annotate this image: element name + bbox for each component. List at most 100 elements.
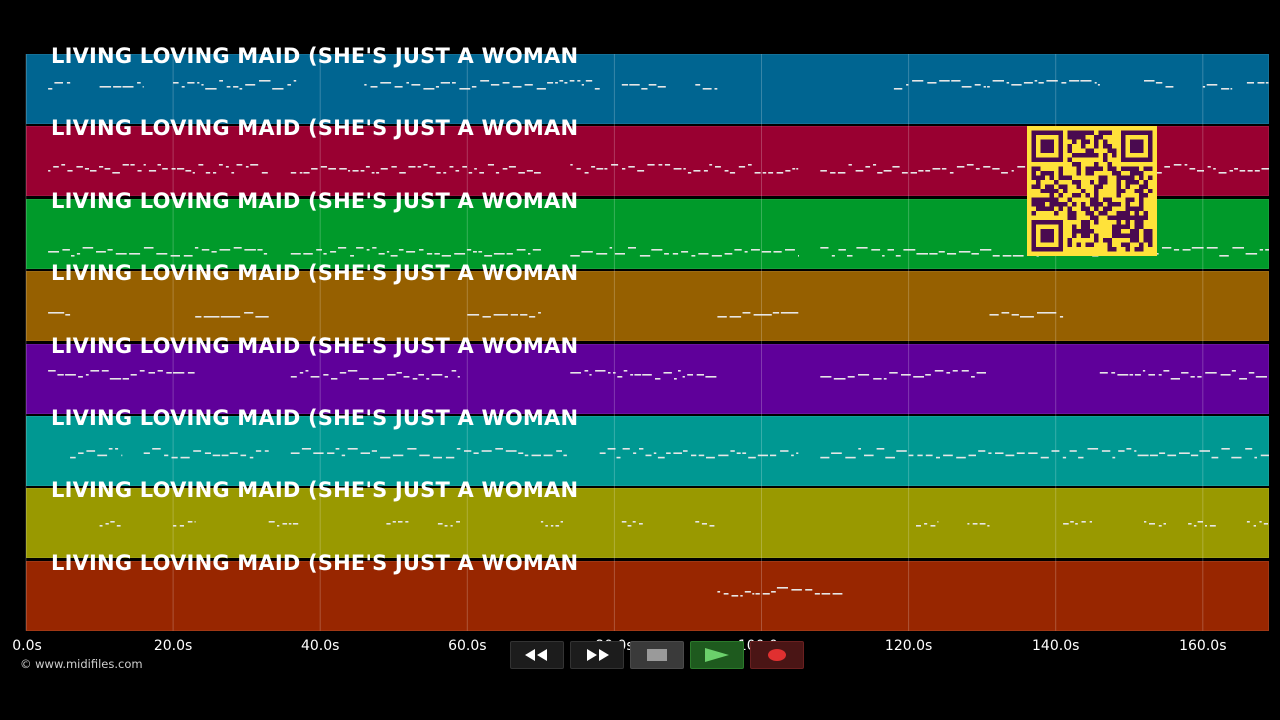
note <box>407 448 417 450</box>
note <box>988 452 992 454</box>
note <box>1002 254 1012 257</box>
note <box>372 377 384 380</box>
note <box>54 82 63 84</box>
note <box>455 170 460 172</box>
note <box>405 521 409 523</box>
note <box>820 456 830 459</box>
note <box>341 454 346 457</box>
note <box>1189 168 1196 170</box>
note <box>290 252 301 255</box>
note <box>365 166 370 168</box>
note <box>958 250 971 253</box>
note <box>796 452 799 454</box>
note <box>70 456 76 459</box>
note <box>1011 170 1014 172</box>
note <box>992 254 1000 257</box>
note <box>450 525 453 527</box>
note <box>198 164 204 166</box>
note <box>893 88 903 90</box>
note <box>1182 248 1191 251</box>
note <box>197 82 200 84</box>
stop-button[interactable] <box>630 641 684 669</box>
note <box>925 170 931 172</box>
note <box>437 523 443 525</box>
note <box>392 454 404 457</box>
note <box>218 164 223 166</box>
note <box>356 246 364 249</box>
note <box>1016 452 1025 454</box>
note <box>555 82 558 84</box>
note <box>752 592 755 595</box>
note <box>701 523 707 525</box>
note <box>113 86 122 88</box>
note <box>577 80 581 82</box>
note <box>630 373 634 376</box>
note <box>86 450 96 452</box>
note <box>805 588 813 591</box>
note <box>639 254 651 257</box>
note <box>57 373 64 376</box>
note <box>1087 448 1099 450</box>
note <box>1173 248 1180 251</box>
note <box>205 172 211 174</box>
note <box>1005 454 1015 457</box>
note <box>976 371 986 374</box>
note <box>757 454 768 457</box>
note <box>84 168 89 170</box>
note <box>664 252 669 255</box>
note <box>536 88 546 90</box>
note <box>48 170 51 172</box>
transport-controls <box>510 641 804 669</box>
note <box>883 377 887 380</box>
note <box>623 369 628 372</box>
note <box>293 80 297 82</box>
note <box>426 377 430 380</box>
note <box>466 248 472 251</box>
note <box>1261 168 1269 170</box>
track-lane-4: LIVING LOVING MAID (SHE'S JUST A WOMAN <box>26 261 1269 342</box>
note <box>173 371 185 374</box>
note <box>263 252 268 255</box>
note <box>1263 523 1268 525</box>
note <box>1199 450 1210 452</box>
note <box>380 456 391 459</box>
tick-label: 60.0s <box>448 638 487 654</box>
note <box>481 450 492 452</box>
note <box>417 166 422 168</box>
note <box>917 454 923 457</box>
note <box>584 172 589 174</box>
note <box>301 448 311 450</box>
note <box>484 254 493 257</box>
note <box>143 164 146 166</box>
note <box>99 525 103 527</box>
note <box>1020 316 1034 318</box>
note <box>292 523 299 525</box>
note <box>1188 523 1192 525</box>
note <box>1011 314 1019 316</box>
note <box>53 166 59 168</box>
fast-forward-button[interactable] <box>570 641 624 669</box>
note <box>1220 373 1231 376</box>
play-button[interactable] <box>690 641 744 669</box>
track-title: LIVING LOVING MAID (SHE'S JUST A WOMAN <box>51 261 579 286</box>
note <box>570 371 581 374</box>
note <box>1211 456 1219 459</box>
note <box>1011 84 1022 86</box>
note <box>1231 369 1236 372</box>
note <box>831 452 842 454</box>
note <box>622 168 626 170</box>
note <box>672 252 679 255</box>
note <box>109 377 122 380</box>
note <box>255 316 269 318</box>
note <box>1080 80 1092 82</box>
note <box>845 456 856 459</box>
note <box>162 168 168 170</box>
note <box>116 525 121 527</box>
qr-code-icon[interactable] <box>1027 126 1157 256</box>
note <box>703 170 708 172</box>
note <box>724 170 729 172</box>
rewind-button[interactable] <box>510 641 564 669</box>
record-button[interactable] <box>750 641 804 669</box>
note <box>233 86 239 88</box>
